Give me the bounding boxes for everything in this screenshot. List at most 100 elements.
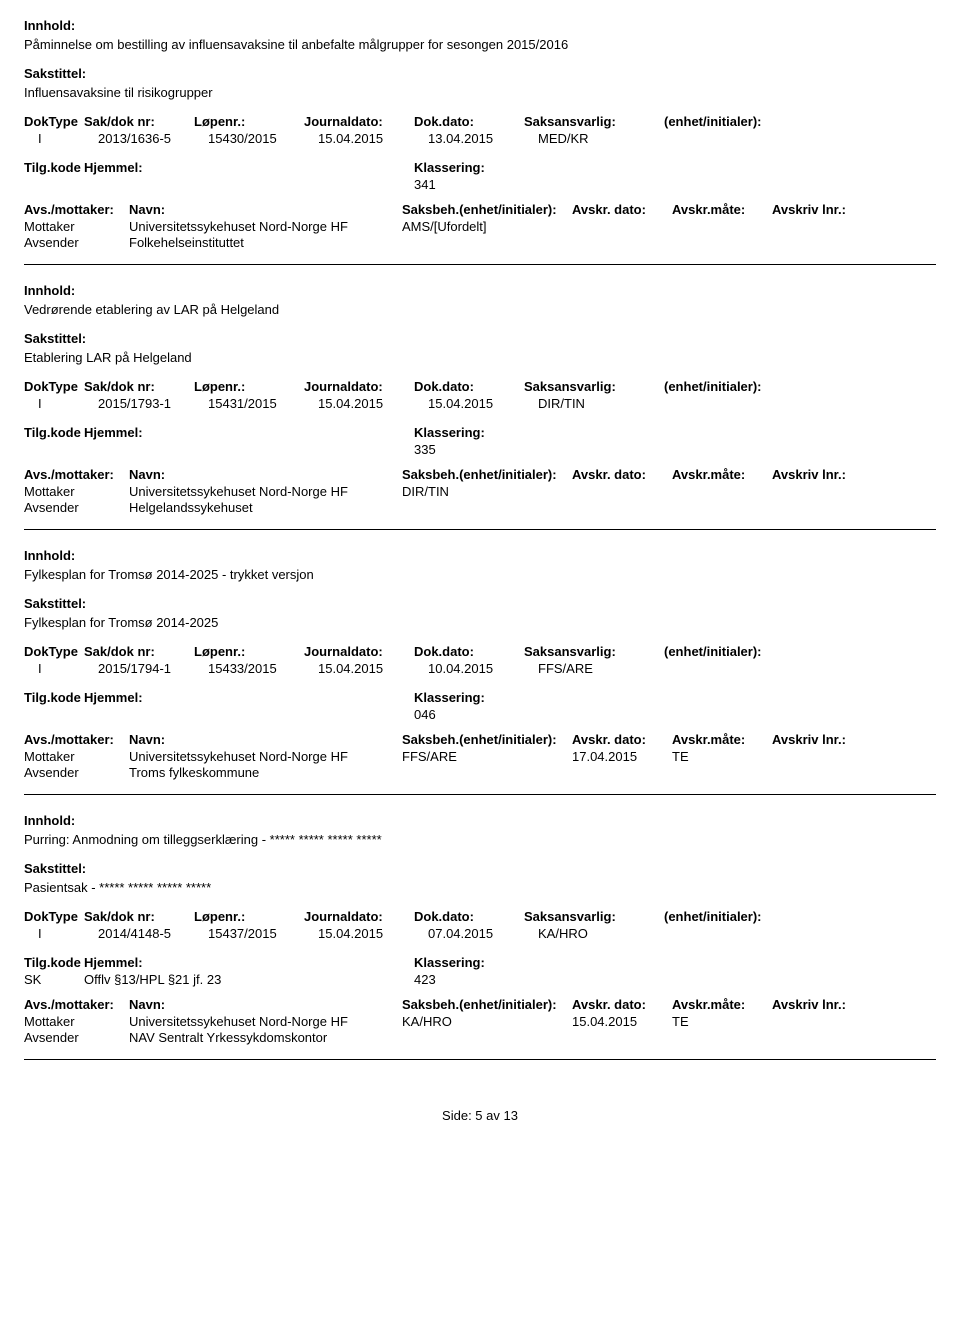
val-klassering: 423 bbox=[414, 972, 554, 987]
hdr-avskr-mate: Avskr.måte: bbox=[672, 202, 772, 217]
val-lopenr: 15430/2015 bbox=[208, 131, 318, 146]
mottaker-saksbeh: KA/HRO bbox=[402, 1014, 572, 1029]
hdr-sakdoknr: Sak/dok nr: bbox=[84, 114, 194, 129]
hdr-enhet: (enhet/initialer): bbox=[664, 114, 804, 129]
tilg-header-row: Tilg.kode Hjemmel: Klassering: bbox=[24, 955, 936, 970]
innhold-text: Fylkesplan for Tromsø 2014-2025 - trykke… bbox=[24, 567, 936, 582]
meta-value-row: I 2015/1793-1 15431/2015 15.04.2015 15.0… bbox=[24, 396, 936, 411]
mottaker-saksbeh: DIR/TIN bbox=[402, 484, 572, 499]
entry-separator bbox=[24, 1059, 936, 1060]
entry-separator bbox=[24, 529, 936, 530]
avsender-row: Avsender Folkehelseinstituttet bbox=[24, 235, 936, 250]
journal-entry: Innhold: Vedrørende etablering av LAR på… bbox=[24, 283, 936, 530]
avsender-navn: Troms fylkeskommune bbox=[129, 765, 402, 780]
hdr-journaldato: Journaldato: bbox=[304, 379, 414, 394]
meta-header-row: DokType Sak/dok nr: Løpenr.: Journaldato… bbox=[24, 114, 936, 129]
innhold-label: Innhold: bbox=[24, 548, 936, 563]
hdr-avskr-mate: Avskr.måte: bbox=[672, 732, 772, 747]
hdr-avsmottaker: Avs./mottaker: bbox=[24, 732, 129, 747]
hdr-navn: Navn: bbox=[129, 202, 402, 217]
hdr-dokdato: Dok.dato: bbox=[414, 114, 524, 129]
innhold-text: Purring: Anmodning om tilleggserklæring … bbox=[24, 832, 936, 847]
mottaker-navn: Universitetssykehuset Nord-Norge HF bbox=[129, 749, 402, 764]
hdr-saksbeh: Saksbeh.(enhet/initialer): bbox=[402, 202, 572, 217]
hdr-klassering: Klassering: bbox=[414, 955, 554, 970]
val-doktype: I bbox=[24, 661, 98, 676]
tilg-value-row: 341 bbox=[24, 177, 936, 192]
mottaker-avskr-mate bbox=[672, 219, 772, 234]
hdr-saksansvarlig: Saksansvarlig: bbox=[524, 644, 664, 659]
val-lopenr: 15437/2015 bbox=[208, 926, 318, 941]
innhold-text: Påminnelse om bestilling av influensavak… bbox=[24, 37, 936, 52]
hdr-hjemmel: Hjemmel: bbox=[84, 955, 414, 970]
tilg-header-row: Tilg.kode Hjemmel: Klassering: bbox=[24, 160, 936, 175]
val-doktype: I bbox=[24, 926, 98, 941]
innhold-label: Innhold: bbox=[24, 813, 936, 828]
mottaker-label: Mottaker bbox=[24, 484, 129, 499]
val-klassering: 046 bbox=[414, 707, 554, 722]
sakstittel-label: Sakstittel: bbox=[24, 331, 936, 346]
val-tilgkode bbox=[24, 177, 84, 192]
journal-entry: Innhold: Purring: Anmodning om tilleggse… bbox=[24, 813, 936, 1060]
hdr-avsmottaker: Avs./mottaker: bbox=[24, 997, 129, 1012]
innhold-text: Vedrørende etablering av LAR på Helgelan… bbox=[24, 302, 936, 317]
hdr-doktype: DokType bbox=[24, 114, 84, 129]
mottaker-row: Mottaker Universitetssykehuset Nord-Norg… bbox=[24, 1014, 936, 1029]
page-footer: Side: 5 av 13 bbox=[24, 1108, 936, 1123]
hdr-hjemmel: Hjemmel: bbox=[84, 425, 414, 440]
val-saksansvarlig: DIR/TIN bbox=[538, 396, 678, 411]
val-sakdoknr: 2013/1636-5 bbox=[98, 131, 208, 146]
mottaker-navn: Universitetssykehuset Nord-Norge HF bbox=[129, 1014, 402, 1029]
mottaker-avskr-dato bbox=[572, 484, 672, 499]
hdr-dokdato: Dok.dato: bbox=[414, 909, 524, 924]
hdr-sakdoknr: Sak/dok nr: bbox=[84, 644, 194, 659]
hdr-lopenr: Løpenr.: bbox=[194, 644, 304, 659]
avsender-row: Avsender Troms fylkeskommune bbox=[24, 765, 936, 780]
val-doktype: I bbox=[24, 131, 98, 146]
val-journaldato: 15.04.2015 bbox=[318, 396, 428, 411]
mottaker-label: Mottaker bbox=[24, 219, 129, 234]
val-enhet bbox=[678, 131, 818, 146]
entry-separator bbox=[24, 264, 936, 265]
mottaker-label: Mottaker bbox=[24, 749, 129, 764]
meta-header-row: DokType Sak/dok nr: Løpenr.: Journaldato… bbox=[24, 909, 936, 924]
val-lopenr: 15431/2015 bbox=[208, 396, 318, 411]
val-tilgkode bbox=[24, 442, 84, 457]
hdr-enhet: (enhet/initialer): bbox=[664, 379, 804, 394]
mottaker-avskr-dato bbox=[572, 219, 672, 234]
hdr-hjemmel: Hjemmel: bbox=[84, 690, 414, 705]
hdr-enhet: (enhet/initialer): bbox=[664, 644, 804, 659]
sakstittel-text: Influensavaksine til risikogrupper bbox=[24, 85, 936, 100]
hdr-enhet: (enhet/initialer): bbox=[664, 909, 804, 924]
val-enhet bbox=[678, 661, 818, 676]
avsender-label: Avsender bbox=[24, 235, 129, 250]
tilg-value-row: 046 bbox=[24, 707, 936, 722]
val-journaldato: 15.04.2015 bbox=[318, 661, 428, 676]
hdr-avskriv-lnr: Avskriv lnr.: bbox=[772, 467, 872, 482]
sakstittel-text: Etablering LAR på Helgeland bbox=[24, 350, 936, 365]
meta-value-row: I 2014/4148-5 15437/2015 15.04.2015 07.0… bbox=[24, 926, 936, 941]
journal-entry: Innhold: Fylkesplan for Tromsø 2014-2025… bbox=[24, 548, 936, 795]
innhold-label: Innhold: bbox=[24, 283, 936, 298]
mottaker-label: Mottaker bbox=[24, 1014, 129, 1029]
mottaker-navn: Universitetssykehuset Nord-Norge HF bbox=[129, 219, 402, 234]
hdr-dokdato: Dok.dato: bbox=[414, 379, 524, 394]
party-header-row: Avs./mottaker: Navn: Saksbeh.(enhet/init… bbox=[24, 467, 936, 482]
hdr-saksansvarlig: Saksansvarlig: bbox=[524, 114, 664, 129]
party-header-row: Avs./mottaker: Navn: Saksbeh.(enhet/init… bbox=[24, 732, 936, 747]
mottaker-avskr-mate: TE bbox=[672, 749, 772, 764]
hdr-saksansvarlig: Saksansvarlig: bbox=[524, 379, 664, 394]
mottaker-avskr-dato: 15.04.2015 bbox=[572, 1014, 672, 1029]
mottaker-row: Mottaker Universitetssykehuset Nord-Norg… bbox=[24, 219, 936, 234]
avsender-navn: Folkehelseinstituttet bbox=[129, 235, 402, 250]
hdr-hjemmel: Hjemmel: bbox=[84, 160, 414, 175]
hdr-sakdoknr: Sak/dok nr: bbox=[84, 379, 194, 394]
hdr-tilgkode: Tilg.kode bbox=[24, 425, 84, 440]
hdr-avskr-dato: Avskr. dato: bbox=[572, 997, 672, 1012]
hdr-journaldato: Journaldato: bbox=[304, 114, 414, 129]
hdr-journaldato: Journaldato: bbox=[304, 909, 414, 924]
meta-value-row: I 2013/1636-5 15430/2015 15.04.2015 13.0… bbox=[24, 131, 936, 146]
hdr-doktype: DokType bbox=[24, 379, 84, 394]
val-enhet bbox=[678, 396, 818, 411]
sakstittel-label: Sakstittel: bbox=[24, 66, 936, 81]
